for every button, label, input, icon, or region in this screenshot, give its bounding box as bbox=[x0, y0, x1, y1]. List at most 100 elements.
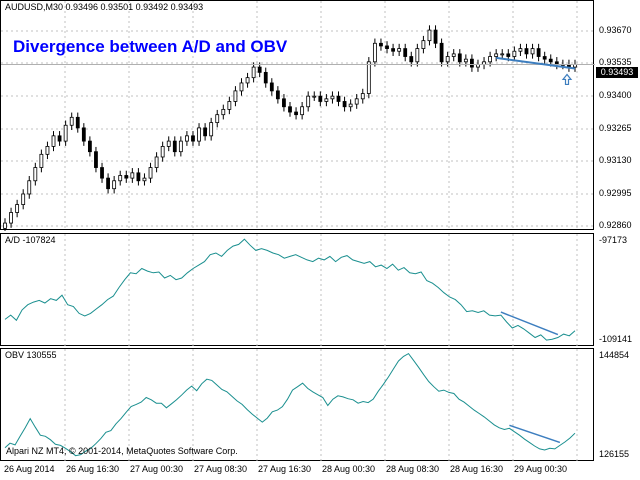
ad-line bbox=[4, 238, 576, 341]
current-price-tag: 0.93493 bbox=[596, 67, 638, 78]
candle-body bbox=[330, 95, 335, 100]
candle-body bbox=[81, 127, 86, 142]
price-tick: 0.93670 bbox=[599, 25, 632, 35]
candle-body bbox=[112, 180, 117, 190]
candle-body bbox=[488, 56, 493, 63]
candle-body bbox=[494, 53, 499, 57]
candle-body bbox=[57, 135, 62, 142]
candle-body bbox=[75, 116, 80, 129]
candle-body bbox=[457, 53, 462, 63]
candle-body bbox=[366, 61, 371, 94]
candle-body bbox=[142, 177, 147, 182]
candle-body bbox=[221, 108, 226, 116]
obv-grid bbox=[64, 349, 578, 462]
candle-body bbox=[427, 29, 432, 42]
candle-body bbox=[3, 222, 7, 229]
candle-body bbox=[342, 101, 347, 108]
candle-body bbox=[178, 140, 183, 153]
candle-body bbox=[470, 58, 474, 68]
price-tick: 0.93130 bbox=[599, 155, 632, 165]
candle-body bbox=[385, 45, 389, 49]
obv-chart-svg bbox=[4, 349, 578, 462]
obv-line bbox=[4, 352, 576, 457]
candle-body bbox=[524, 48, 529, 55]
time-axis: 26 Aug 2014 26 Aug 16:30 27 Aug 00:30 27… bbox=[0, 462, 594, 480]
candle-body bbox=[209, 122, 214, 137]
candle-body bbox=[21, 193, 26, 205]
candle-body bbox=[288, 106, 292, 113]
candle-body bbox=[239, 82, 244, 92]
obv-label: OBV 130555 bbox=[5, 350, 57, 360]
candle-body bbox=[445, 56, 450, 63]
candle-body bbox=[379, 42, 383, 47]
price-scale: 0.93670 0.93535 0.93400 0.93265 0.93130 … bbox=[594, 0, 640, 230]
candle-body bbox=[433, 29, 438, 44]
candle-body bbox=[130, 172, 135, 179]
time-tick: 28 Aug 08:30 bbox=[386, 464, 440, 474]
divergence-annotation bbox=[496, 56, 576, 86]
candle-body bbox=[51, 135, 56, 147]
candle-body bbox=[124, 175, 129, 179]
copyright-text: Alpari NZ MT4, © 2001-2014, MetaQuotes S… bbox=[6, 446, 238, 456]
candle-body bbox=[300, 106, 305, 116]
candle-body bbox=[548, 58, 553, 63]
obv-tick: 144854 bbox=[599, 350, 630, 360]
candle-body bbox=[100, 167, 104, 179]
candle-body bbox=[63, 124, 68, 142]
candle-body bbox=[306, 95, 311, 108]
candle-body bbox=[324, 98, 329, 102]
divergence-line bbox=[500, 311, 559, 336]
chart-headline: Divergence between A/D and OBV bbox=[13, 37, 288, 56]
candle-body bbox=[282, 98, 286, 108]
candle-body bbox=[203, 127, 208, 137]
candle-body bbox=[257, 66, 262, 73]
candle-body bbox=[15, 204, 20, 213]
price-tick: 0.92860 bbox=[599, 220, 632, 230]
candle-body bbox=[166, 140, 171, 147]
candle-body bbox=[536, 48, 541, 57]
price-chart-pane[interactable]: AUDUSD,M30 0.93496 0.93501 0.93492 0.934… bbox=[0, 0, 595, 231]
candle-body bbox=[197, 127, 201, 142]
candle-body bbox=[500, 53, 505, 56]
candle-body bbox=[69, 116, 74, 126]
candle-body bbox=[318, 95, 323, 102]
series-line bbox=[4, 238, 576, 341]
candle-body bbox=[136, 172, 141, 182]
candle-body bbox=[39, 153, 44, 168]
candle-body bbox=[421, 40, 426, 49]
price-tick: 0.93535 bbox=[599, 57, 632, 67]
ad-tick: -109141 bbox=[599, 334, 633, 344]
obv-indicator-pane[interactable]: OBV 130555 bbox=[0, 348, 594, 462]
candle-body bbox=[348, 103, 353, 108]
candle-body bbox=[263, 71, 268, 84]
candle-body bbox=[530, 48, 535, 55]
candle-body bbox=[245, 77, 250, 84]
time-tick: 27 Aug 16:30 bbox=[258, 464, 312, 474]
obv-tick: 126155 bbox=[599, 449, 630, 459]
candle-body bbox=[463, 58, 468, 63]
ad-label: A/D -107824 bbox=[5, 235, 56, 245]
time-tick: 28 Aug 00:30 bbox=[322, 464, 376, 474]
candle-body bbox=[360, 93, 365, 100]
ad-scale: -97173 -109141 bbox=[594, 233, 640, 346]
price-chart-svg bbox=[1, 1, 595, 231]
candle-body bbox=[27, 180, 32, 195]
ad-tick: -97173 bbox=[599, 235, 628, 245]
price-tick: 0.92995 bbox=[599, 188, 632, 198]
candle-body bbox=[233, 90, 238, 102]
candle-body bbox=[154, 156, 159, 168]
candle-body bbox=[409, 56, 414, 63]
price-tick: 0.93265 bbox=[599, 123, 632, 133]
candle-body bbox=[439, 42, 444, 63]
ad-indicator-pane[interactable]: A/D -107824 bbox=[0, 233, 594, 347]
time-tick: 28 Aug 16:30 bbox=[450, 464, 504, 474]
candle-body bbox=[9, 212, 13, 224]
candle-body bbox=[191, 135, 195, 142]
candle-body bbox=[506, 53, 511, 57]
candle-body bbox=[451, 53, 456, 57]
trend-line bbox=[496, 56, 576, 70]
ad-grid bbox=[64, 234, 578, 347]
candle-body bbox=[403, 48, 408, 57]
candle-body bbox=[45, 146, 50, 155]
time-tick: 27 Aug 00:30 bbox=[130, 464, 184, 474]
